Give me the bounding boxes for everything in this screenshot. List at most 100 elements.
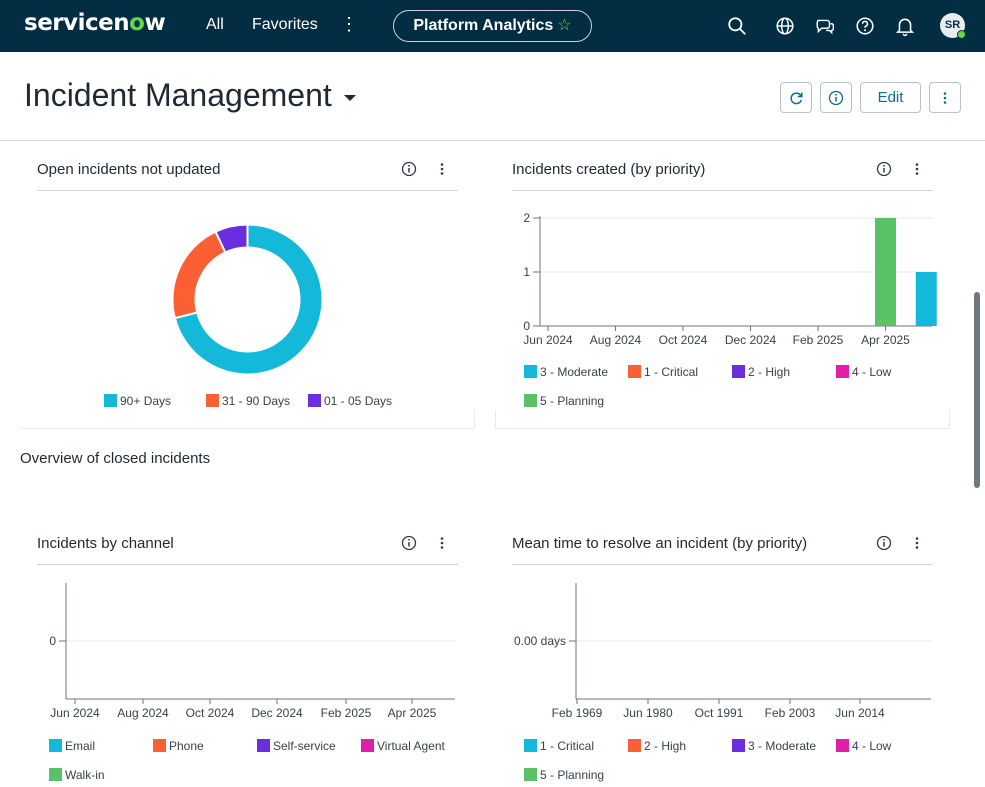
x-tick-label: Feb 2003 <box>765 706 816 720</box>
dashboard-info-button[interactable] <box>820 82 852 113</box>
legend-item[interactable]: 01 - 05 Days <box>308 394 392 408</box>
card-title-open-incidents: Open incidents not updated <box>37 161 221 178</box>
legend-label: Self-service <box>273 739 336 753</box>
card-border <box>949 410 950 428</box>
section-title-closed-incidents: Overview of closed incidents <box>20 450 211 467</box>
x-tick-label: Jun 1980 <box>623 706 673 720</box>
x-tick-label: Oct 2024 <box>186 706 235 720</box>
chevron-down-icon[interactable] <box>344 95 356 101</box>
legend-swatch <box>524 739 537 752</box>
legend-swatch <box>836 739 849 752</box>
x-tick-label: Jun 2024 <box>50 706 100 720</box>
more-vertical-icon[interactable] <box>909 535 925 551</box>
more-vertical-icon[interactable] <box>909 161 925 177</box>
x-tick-label: Jun 2014 <box>835 706 885 720</box>
card-title-rule <box>512 564 933 565</box>
dashboard-more-button[interactable] <box>929 82 961 113</box>
globe-icon[interactable] <box>775 16 795 36</box>
donut-slice <box>173 223 324 376</box>
card-title-rule <box>512 190 933 191</box>
bar <box>915 272 937 326</box>
x-tick-label: Jun 2024 <box>523 333 573 347</box>
edit-button[interactable]: Edit <box>860 82 921 113</box>
page-scrollbar[interactable] <box>974 292 980 488</box>
servicenow-logo[interactable]: servicenow <box>24 10 166 36</box>
legend-swatch <box>628 739 641 752</box>
legend-swatch <box>308 394 321 407</box>
legend-label: Email <box>65 739 96 753</box>
card-title-incidents-created: Incidents created (by priority) <box>512 161 706 178</box>
search-icon[interactable] <box>727 16 747 36</box>
context-pill-platform-analytics[interactable]: Platform Analytics ☆ <box>393 10 592 42</box>
online-status-dot <box>957 30 966 39</box>
legend-label: 4 - Low <box>852 365 892 379</box>
header-divider <box>0 140 985 141</box>
legend-item[interactable]: Self-service <box>257 739 336 753</box>
legend-label: 3 - Moderate <box>540 365 609 379</box>
card-border <box>495 428 950 429</box>
x-tick-label: Oct 1991 <box>695 706 744 720</box>
card-border <box>495 410 496 428</box>
info-icon[interactable] <box>401 161 417 177</box>
legend-item[interactable]: Walk-in <box>49 768 105 782</box>
legend-item[interactable]: 5 - Planning <box>524 394 604 408</box>
x-tick-label: Aug 2024 <box>590 333 642 347</box>
legend-item[interactable]: 90+ Days <box>104 394 171 408</box>
legend-item[interactable]: Email <box>49 739 95 753</box>
y-tick-label: 0 <box>523 319 530 333</box>
x-tick-label: Aug 2024 <box>117 706 169 720</box>
context-pill-label: Platform Analytics <box>413 17 554 34</box>
refresh-button[interactable] <box>780 82 812 113</box>
legend-label: 31 - 90 Days <box>222 394 291 408</box>
legend-swatch <box>524 365 537 378</box>
legend-label: Phone <box>169 739 204 753</box>
legend-label: 2 - High <box>748 365 791 379</box>
star-icon[interactable]: ☆ <box>557 17 572 34</box>
card-border <box>20 428 475 429</box>
mttr-chart: 0.00 days Feb 1969 Jun 1980 Oct 1991 Feb 200… <box>514 583 931 720</box>
top-navigation-bar: servicenow All Favorites ⋮ Platform Anal… <box>0 0 985 52</box>
legend-item[interactable]: 1 - Critical <box>524 739 594 753</box>
nav-all[interactable]: All <box>206 16 224 33</box>
legend-swatch <box>49 768 62 781</box>
legend-item[interactable]: 4 - Low <box>836 365 891 379</box>
legend-swatch <box>524 768 537 781</box>
legend-item[interactable]: 2 - High <box>732 365 790 379</box>
x-tick-label: Feb 2025 <box>321 706 372 720</box>
donut-chart <box>171 223 324 376</box>
legend-label: 2 - High <box>644 739 687 753</box>
legend-item[interactable]: Phone <box>153 739 204 753</box>
legend-item[interactable]: 2 - High <box>628 739 686 753</box>
more-vertical-icon[interactable] <box>434 535 450 551</box>
legend-item[interactable]: 31 - 90 Days <box>206 394 290 408</box>
legend-swatch <box>49 739 62 752</box>
legend-item[interactable]: 4 - Low <box>836 739 891 753</box>
logo-text-end: w <box>144 10 166 36</box>
legend-swatch <box>153 739 166 752</box>
legend-item[interactable]: 3 - Moderate <box>732 739 816 753</box>
legend-item[interactable]: 1 - Critical <box>628 365 698 379</box>
legend-item[interactable]: Virtual Agent <box>361 739 445 753</box>
legend-label: 01 - 05 Days <box>324 394 393 408</box>
nav-favorites[interactable]: Favorites <box>252 16 318 33</box>
legend-swatch <box>361 739 374 752</box>
channel-chart: 0 Jun 2024 Aug 2024 Oct 2024 Dec 2024 Feb 202… <box>49 583 455 720</box>
chat-icon[interactable] <box>815 16 835 36</box>
legend-label: 1 - Critical <box>540 739 595 753</box>
info-icon[interactable] <box>401 535 417 551</box>
legend-label: 5 - Planning <box>540 394 605 408</box>
legend-swatch <box>732 365 745 378</box>
x-tick-label: Dec 2024 <box>251 706 303 720</box>
legend-item[interactable]: 3 - Moderate <box>524 365 608 379</box>
legend-item[interactable]: 5 - Planning <box>524 768 604 782</box>
y-tick-label: 0 <box>49 634 56 648</box>
info-icon[interactable] <box>876 535 892 551</box>
nav-more-icon[interactable]: ⋮ <box>340 14 358 34</box>
user-avatar[interactable]: SR <box>940 13 966 39</box>
x-tick-label: Oct 2024 <box>659 333 708 347</box>
legend-label: Virtual Agent <box>377 739 445 753</box>
help-icon[interactable] <box>855 16 875 36</box>
bell-icon[interactable] <box>895 16 915 37</box>
info-icon[interactable] <box>876 161 892 177</box>
more-vertical-icon[interactable] <box>434 161 450 177</box>
